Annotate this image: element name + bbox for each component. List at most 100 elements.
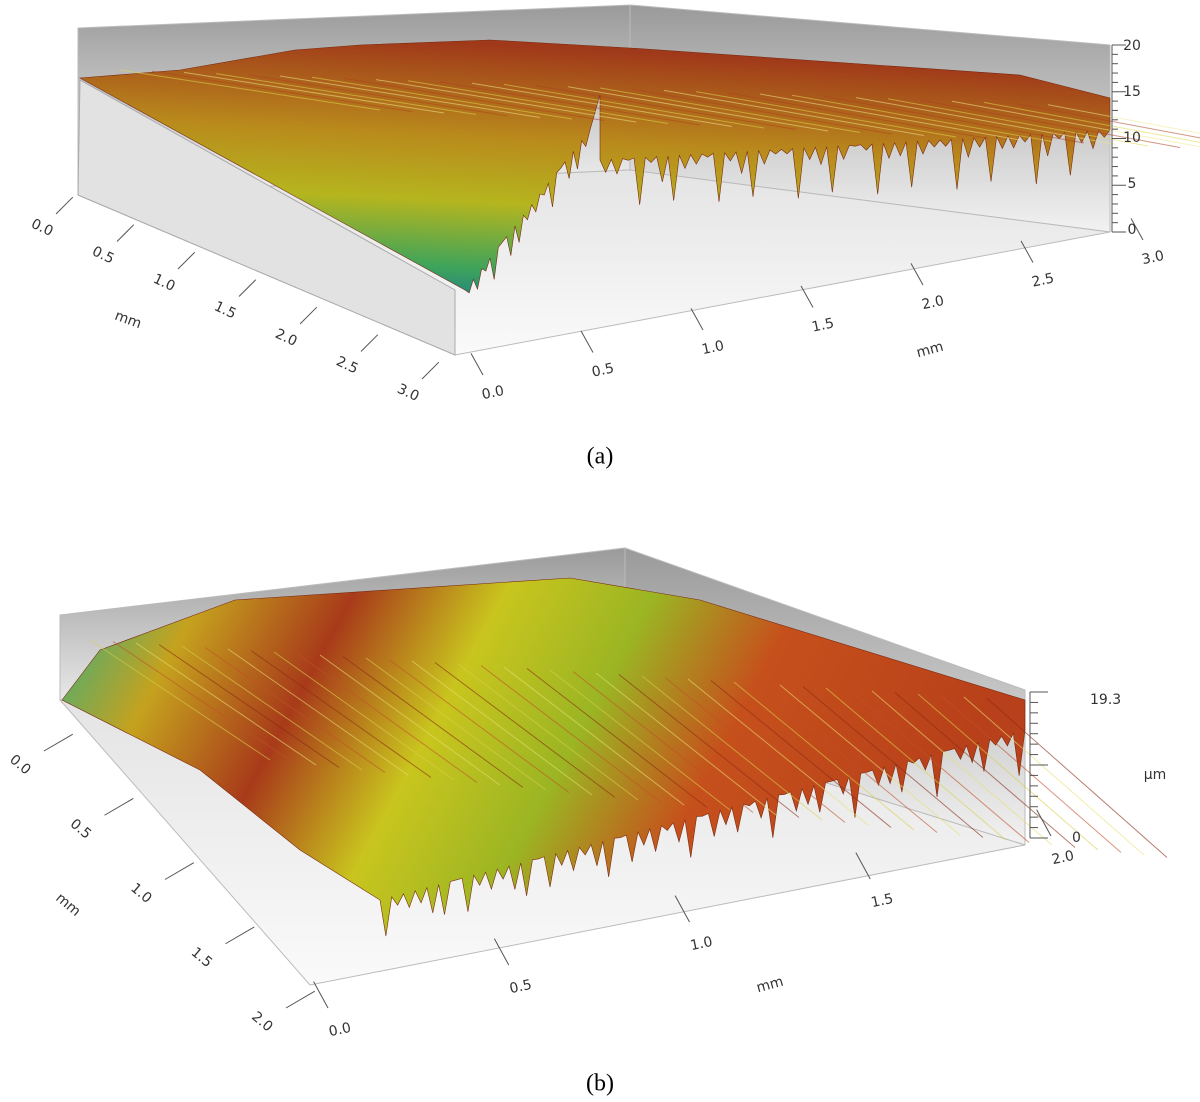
tick-label: 2.0 xyxy=(248,1009,275,1036)
tick xyxy=(1036,809,1052,837)
texture-line xyxy=(756,683,938,833)
tick-label: 0.5 xyxy=(90,244,117,268)
texture-line xyxy=(951,100,1200,148)
tick-label: 1.5 xyxy=(212,299,239,323)
texture-line xyxy=(802,686,984,838)
tick-label: 1.5 xyxy=(188,944,215,971)
texture-line xyxy=(181,645,363,771)
tick xyxy=(855,852,871,880)
tick xyxy=(164,862,195,880)
texture-line xyxy=(480,665,662,803)
surface xyxy=(61,577,1026,937)
texture-line xyxy=(503,83,765,129)
texture-line xyxy=(296,653,478,783)
tick xyxy=(580,330,594,353)
texture-line xyxy=(572,671,754,813)
texture-line xyxy=(250,650,432,778)
texture-line xyxy=(273,651,455,781)
tick xyxy=(55,196,74,215)
tick xyxy=(225,926,255,945)
tick-label: 15 xyxy=(1123,84,1141,100)
tick xyxy=(493,938,510,966)
tick xyxy=(104,798,134,816)
caption: (b) xyxy=(586,1071,614,1097)
tick xyxy=(1130,218,1144,241)
tick-label: 5 xyxy=(1128,176,1137,192)
texture-line xyxy=(871,690,1053,846)
tick-label: 2.5 xyxy=(334,354,361,378)
texture-line xyxy=(710,680,892,828)
texture-line xyxy=(825,687,1007,841)
tick-label: 0.5 xyxy=(67,816,94,843)
texture-line xyxy=(89,639,271,761)
texture-line xyxy=(471,82,733,127)
texture-line xyxy=(158,644,340,768)
texture-line xyxy=(311,76,573,120)
texture-line xyxy=(279,75,541,118)
texture-line xyxy=(319,654,501,786)
axis-label: µm xyxy=(1144,767,1167,783)
axis-label: mm xyxy=(915,339,945,362)
texture-line xyxy=(535,85,797,130)
tick-label: 1.5 xyxy=(810,315,835,335)
texture-line xyxy=(986,698,1168,858)
tick-label: 2.0 xyxy=(920,293,945,313)
tick-label: 2.0 xyxy=(273,326,300,350)
texture-line xyxy=(112,641,294,763)
tick-label: 1.0 xyxy=(127,880,154,907)
texture-line xyxy=(618,674,800,818)
tick-label: 10 xyxy=(1123,130,1141,146)
tick-label: 0.5 xyxy=(590,360,615,380)
texture-line xyxy=(411,660,593,796)
tick xyxy=(1020,240,1034,263)
texture-line xyxy=(1015,103,1200,139)
texture-line xyxy=(599,87,861,133)
surface-texture xyxy=(89,639,1168,858)
texture-line xyxy=(151,70,413,112)
texture-line xyxy=(434,662,616,798)
texture-line xyxy=(595,672,777,816)
front-wall xyxy=(77,79,456,356)
texture-line xyxy=(215,73,477,115)
texture-line xyxy=(894,692,1076,848)
texture-line xyxy=(663,89,925,136)
tick-label: 0 xyxy=(1128,222,1137,238)
axis-label: mm xyxy=(755,974,785,997)
texture-line xyxy=(848,689,1030,843)
texture-line xyxy=(759,93,1021,141)
tick-label: 1.0 xyxy=(689,934,714,954)
texture-line xyxy=(365,657,547,791)
tick-label: 1.0 xyxy=(700,338,725,358)
tick-label: 0.0 xyxy=(6,752,33,779)
texture-line xyxy=(823,95,1085,144)
texture-line xyxy=(247,74,509,117)
axis-label: mm xyxy=(112,308,143,332)
tick-label: 2.5 xyxy=(1030,270,1055,290)
texture-line xyxy=(727,92,989,139)
tick xyxy=(360,334,379,352)
tick-label: 3.0 xyxy=(395,381,422,405)
tick-label: 0.0 xyxy=(327,1020,352,1040)
texture-line xyxy=(388,659,570,793)
tick-label: 1.5 xyxy=(870,891,895,911)
tick-label: 0.0 xyxy=(480,383,505,403)
tick-label: 20 xyxy=(1123,38,1141,54)
texture-line xyxy=(119,69,381,111)
texture-line xyxy=(227,648,409,776)
tick xyxy=(43,733,74,752)
tick xyxy=(177,251,196,270)
tick xyxy=(421,361,440,380)
texture-line xyxy=(439,81,701,126)
texture-line xyxy=(503,666,685,806)
texture-line xyxy=(887,98,1149,147)
texture-line xyxy=(135,642,317,766)
tick-label: 0 xyxy=(1072,830,1081,846)
caption: (a) xyxy=(587,444,614,470)
texture-line xyxy=(687,678,869,826)
tick xyxy=(470,353,484,376)
tick-label: 2.0 xyxy=(1050,848,1075,868)
texture-line xyxy=(983,101,1200,143)
tick-label: 3.0 xyxy=(1140,248,1165,268)
texture-line xyxy=(343,77,605,121)
